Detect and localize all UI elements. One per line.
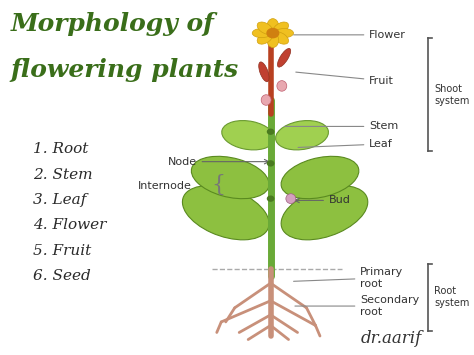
Text: 6. Seed: 6. Seed	[33, 269, 91, 283]
Ellipse shape	[267, 19, 279, 33]
Ellipse shape	[281, 186, 368, 240]
Ellipse shape	[274, 28, 293, 38]
Ellipse shape	[182, 186, 269, 240]
Text: dr.aarif: dr.aarif	[360, 329, 421, 346]
Text: Secondary
root: Secondary root	[295, 295, 419, 317]
Ellipse shape	[277, 48, 291, 67]
Text: Stem: Stem	[284, 121, 399, 131]
Text: Fruit: Fruit	[296, 72, 394, 86]
Ellipse shape	[275, 121, 328, 150]
Text: 4. Flower: 4. Flower	[33, 218, 106, 233]
Ellipse shape	[222, 121, 274, 150]
Text: Node: Node	[167, 157, 269, 166]
Text: Leaf: Leaf	[298, 139, 393, 149]
Text: 3. Leaf: 3. Leaf	[33, 193, 86, 207]
Ellipse shape	[267, 33, 279, 48]
Text: Bud: Bud	[295, 195, 351, 206]
Ellipse shape	[286, 194, 296, 203]
Circle shape	[267, 196, 274, 201]
Text: Internode: Internode	[138, 181, 192, 191]
Ellipse shape	[277, 81, 287, 91]
Text: 5. Fruit: 5. Fruit	[33, 244, 91, 258]
Circle shape	[267, 28, 279, 38]
Text: 2. Stem: 2. Stem	[33, 168, 92, 182]
Ellipse shape	[257, 32, 273, 44]
Text: flowering plants: flowering plants	[10, 58, 238, 82]
Ellipse shape	[259, 62, 269, 82]
Text: Primary
root: Primary root	[293, 267, 403, 289]
Ellipse shape	[273, 22, 289, 34]
Ellipse shape	[273, 32, 289, 44]
Circle shape	[267, 161, 274, 166]
Text: Morphology of: Morphology of	[10, 12, 214, 36]
Ellipse shape	[252, 28, 271, 38]
Text: 1. Root: 1. Root	[33, 142, 88, 156]
Ellipse shape	[191, 156, 269, 199]
Ellipse shape	[257, 22, 273, 34]
Text: Shoot
system: Shoot system	[434, 84, 470, 105]
Ellipse shape	[261, 95, 271, 105]
Text: Root
system: Root system	[434, 286, 470, 308]
Ellipse shape	[281, 156, 359, 199]
Text: Flower: Flower	[293, 30, 406, 40]
Text: {: {	[211, 174, 226, 196]
Circle shape	[267, 129, 274, 134]
